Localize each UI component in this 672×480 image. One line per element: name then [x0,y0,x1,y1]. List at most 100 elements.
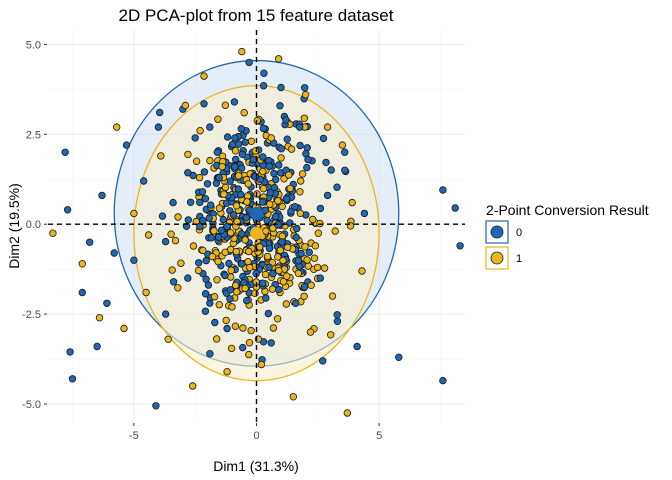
point-series-0 [169,278,178,286]
x-tick-label: -5 [129,430,139,442]
point-series-0 [235,140,243,148]
point-series-1 [144,231,153,239]
point-series-0 [323,191,332,200]
centroid-series-0 [250,206,263,220]
point-series-1 [244,180,252,188]
point-series-0 [439,376,447,385]
point-series-0 [155,108,164,117]
point-series-0 [169,198,177,207]
point-series-0 [264,309,273,318]
point-series-1 [212,335,221,343]
point-series-0 [85,238,94,246]
point-series-1 [174,284,182,292]
point-series-0 [214,233,223,241]
point-series-0 [395,353,403,361]
point-series-0 [191,134,199,142]
point-series-0 [251,172,259,181]
point-series-0 [322,158,330,167]
x-tick-label: 5 [376,430,382,442]
point-series-0 [61,148,69,156]
point-series-1 [215,204,224,212]
point-series-1 [164,335,172,343]
point-series-1 [323,123,332,131]
point-series-1 [234,172,243,180]
point-series-1 [338,141,347,149]
point-series-0 [237,190,245,199]
point-series-1 [241,284,249,292]
point-series-0 [217,226,226,234]
legend-entries: 01 [485,220,522,270]
point-series-0 [292,233,300,242]
point-series-0 [267,339,275,347]
point-series-1 [269,324,278,332]
point-series-1 [277,154,285,162]
point-series-0 [283,135,291,143]
legend-label: 1 [516,253,522,265]
point-series-1 [269,224,277,232]
point-series-1 [257,360,266,369]
point-series-0 [200,168,209,176]
point-series-1 [78,260,86,268]
y-axis-ticks: -5.0 -2.5 0.0 2.5 5.0 [22,39,47,411]
point-series-1 [253,116,261,125]
point-series-0 [286,219,294,227]
point-series-0 [300,283,309,291]
point-series-1 [331,227,339,235]
point-series-1 [177,259,185,267]
point-series-0 [184,216,192,224]
point-series-1 [286,184,294,193]
point-series-0 [225,259,233,268]
y-tick-label: 5.0 [26,39,41,51]
point-series-1 [274,253,282,261]
point-series-1 [280,175,288,183]
point-series-1 [214,115,222,123]
point-series-1 [192,157,201,165]
point-series-0 [260,69,268,77]
point-series-0 [269,269,277,278]
y-tick-label: 0.0 [26,219,41,231]
point-series-0 [275,161,283,169]
point-series-0 [68,375,77,383]
point-series-1 [200,72,208,80]
point-series-1 [275,266,283,275]
point-series-1 [279,278,288,286]
point-series-0 [303,144,311,152]
point-series-1 [309,215,317,224]
point-series-1 [184,150,192,159]
chart-title: 2D PCA-plot from 15 feature dataset [119,6,394,25]
point-series-0 [229,211,238,219]
point-series-1 [311,242,320,250]
point-series-0 [230,98,239,106]
point-series-1 [348,198,356,207]
point-series-1 [194,266,203,275]
point-series-1 [301,243,309,251]
point-series-1 [130,209,138,218]
point-series-1 [301,90,310,99]
point-series-0 [287,207,295,215]
point-series-1 [261,270,270,279]
point-series-0 [265,162,273,170]
point-series-0 [226,295,234,303]
point-series-1 [283,243,292,252]
point-series-0 [451,204,459,212]
point-series-0 [266,188,275,197]
x-axis-title: Dim1 (31.3%) [213,458,299,474]
point-series-0 [219,215,227,224]
point-series-1 [227,344,236,353]
point-series-1 [174,213,182,221]
point-series-1 [251,147,260,155]
point-series-0 [238,260,246,268]
point-series-1 [263,252,272,261]
point-series-1 [210,227,218,235]
point-series-0 [258,198,267,206]
point-series-1 [199,246,207,255]
point-series-1 [243,198,251,206]
point-series-0 [341,166,349,174]
legend-key-marker [490,251,504,265]
point-series-1 [282,300,290,308]
point-series-0 [93,342,101,351]
point-series-1 [296,209,304,217]
point-series-1 [181,101,190,110]
point-series-0 [303,163,311,172]
